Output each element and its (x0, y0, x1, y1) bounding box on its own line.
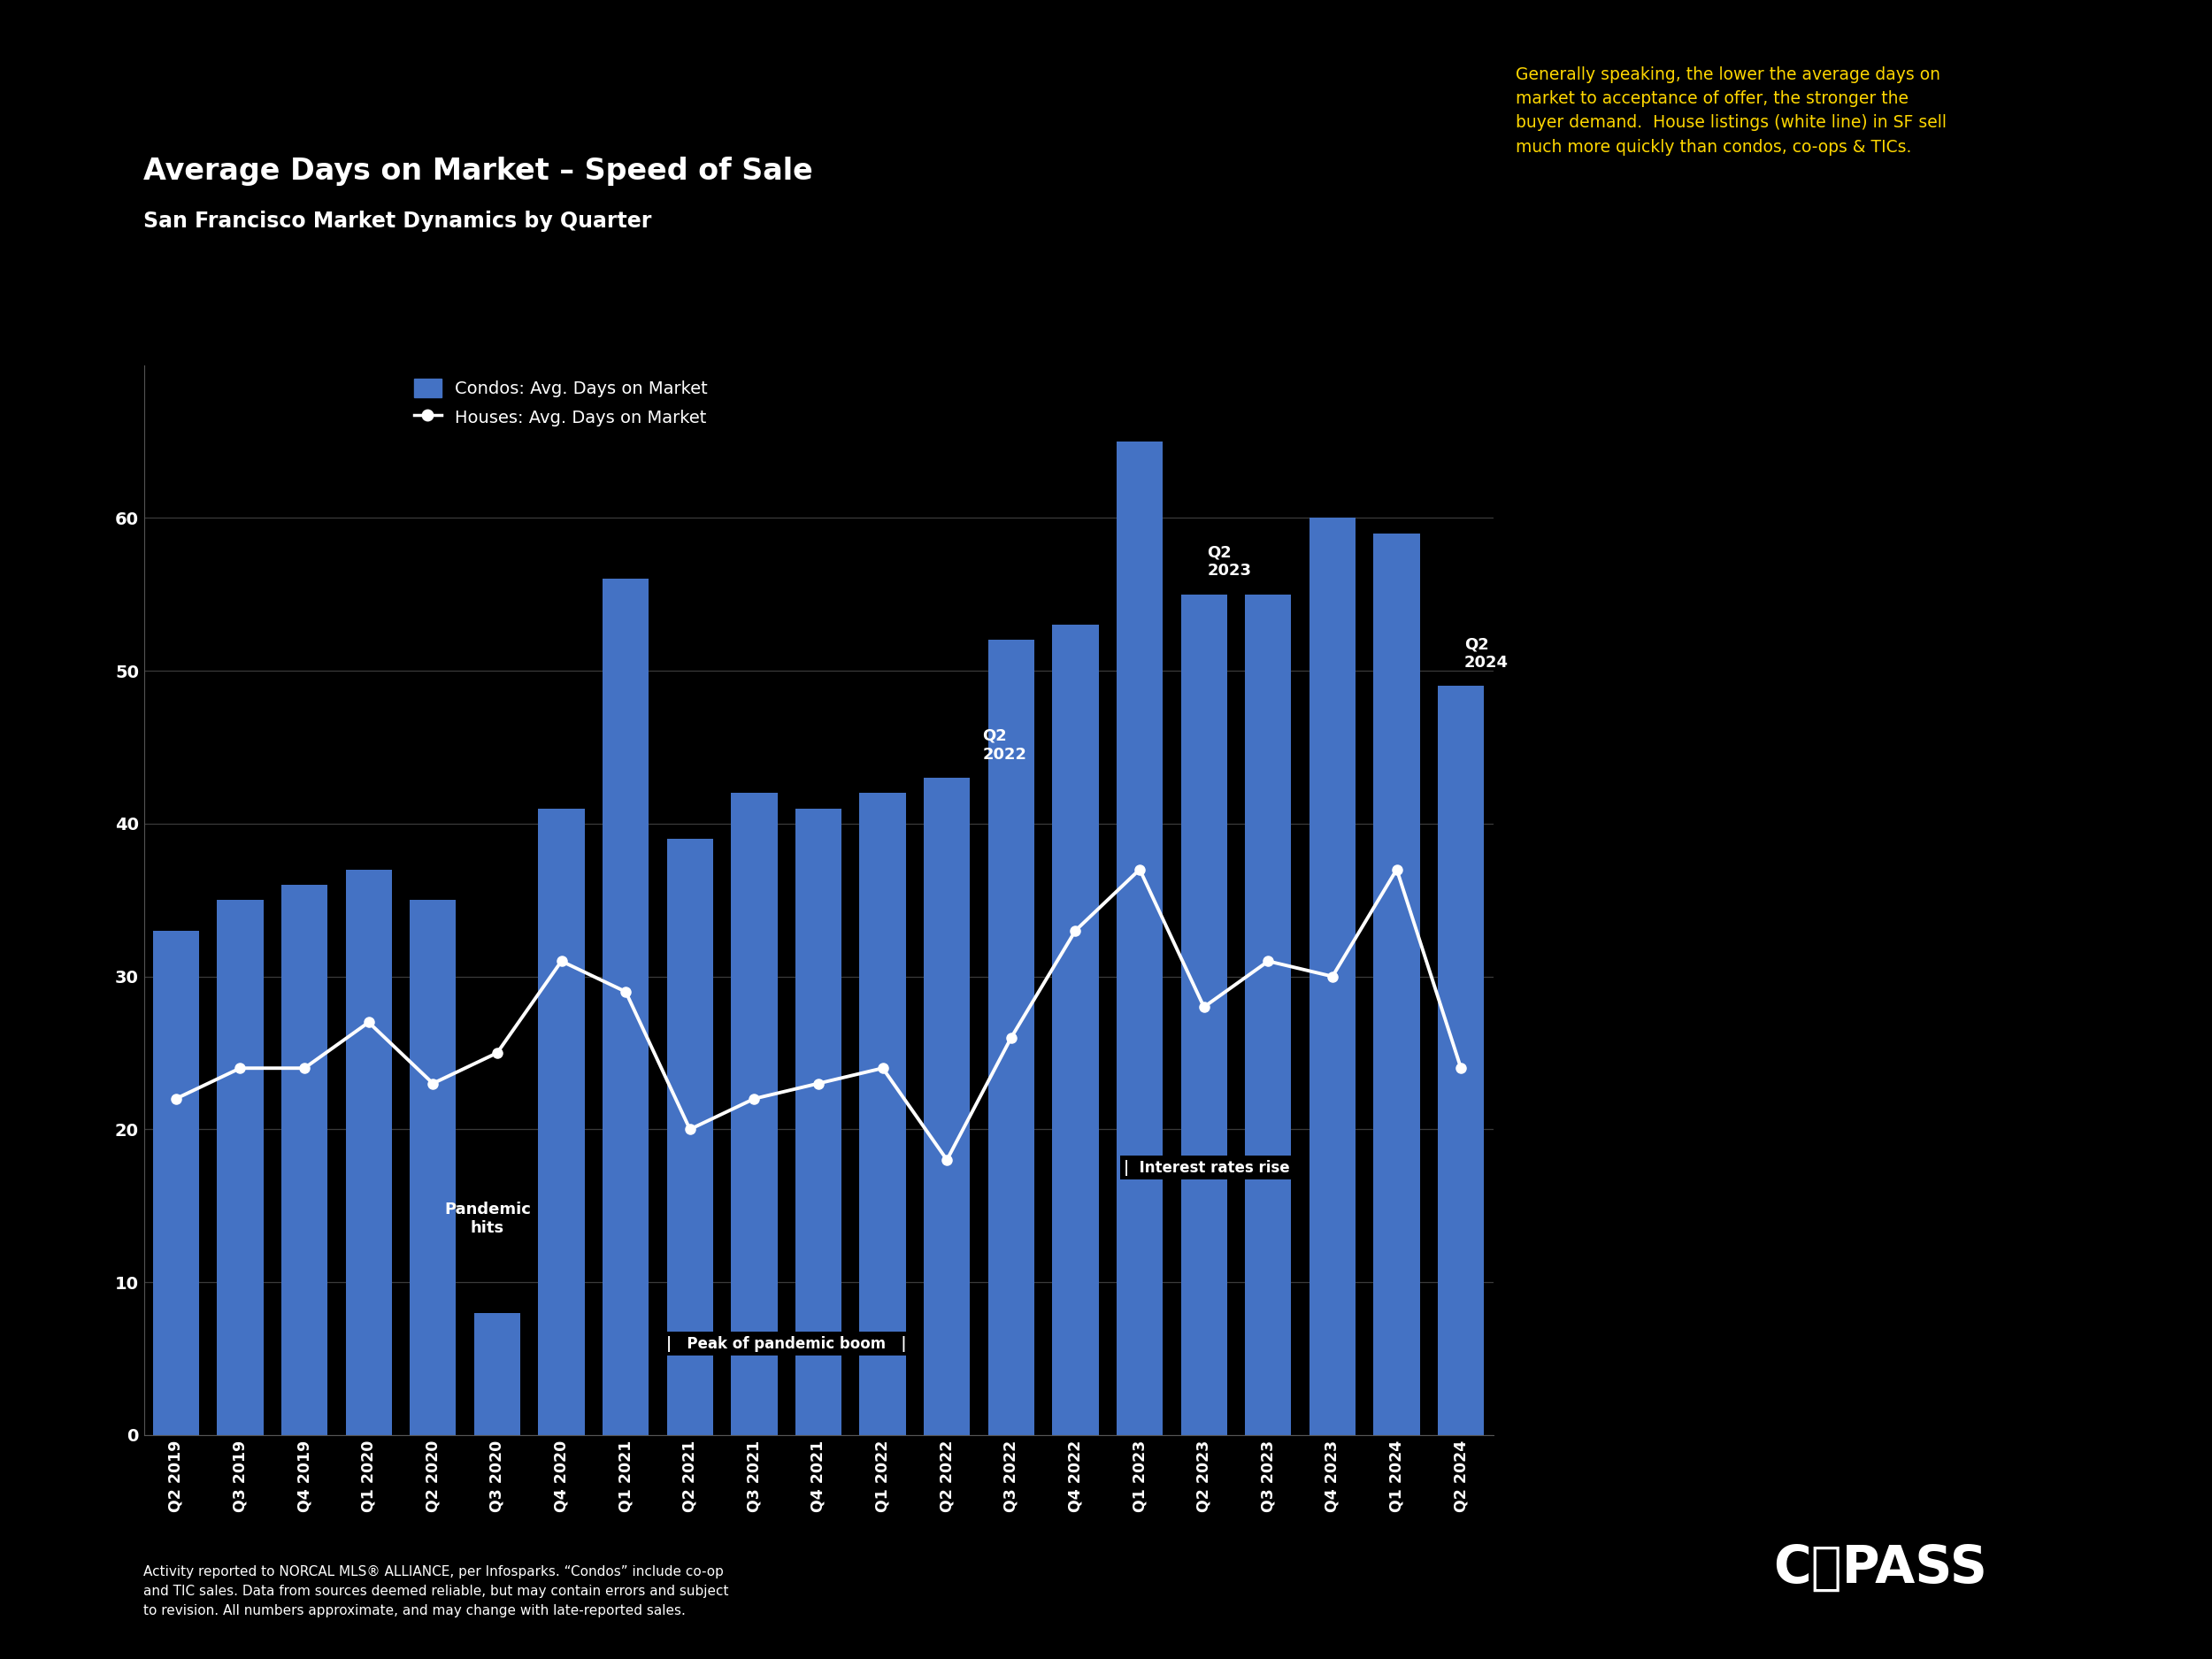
Text: CⓎPASS: CⓎPASS (1774, 1543, 1986, 1593)
Bar (1053, 625, 1099, 1435)
Bar (345, 869, 392, 1435)
Text: Q2
2023: Q2 2023 (1208, 544, 1252, 579)
Bar (1245, 594, 1292, 1435)
Bar (1374, 533, 1420, 1435)
Text: Q2
2022: Q2 2022 (982, 728, 1026, 763)
Bar (602, 579, 648, 1435)
Bar (1181, 594, 1228, 1435)
Bar (925, 778, 971, 1435)
Bar (473, 1312, 520, 1435)
Bar (666, 839, 712, 1435)
Text: |   Peak of pandemic boom   |: | Peak of pandemic boom | (666, 1335, 907, 1352)
Bar (1117, 441, 1164, 1435)
Bar (281, 884, 327, 1435)
Bar (538, 808, 584, 1435)
Bar (796, 808, 841, 1435)
Text: Activity reported to NORCAL MLS® ALLIANCE, per Infosparks. “Condos” include co-o: Activity reported to NORCAL MLS® ALLIANC… (144, 1564, 730, 1618)
Text: San Francisco Market Dynamics by Quarter: San Francisco Market Dynamics by Quarter (144, 211, 653, 232)
Text: Generally speaking, the lower the average days on
market to acceptance of offer,: Generally speaking, the lower the averag… (1515, 66, 1947, 156)
Legend: Condos: Avg. Days on Market, Houses: Avg. Days on Market: Condos: Avg. Days on Market, Houses: Avg… (409, 373, 712, 431)
Text: Average Days on Market – Speed of Sale: Average Days on Market – Speed of Sale (144, 156, 814, 186)
Bar (860, 793, 907, 1435)
Text: Pandemic
hits: Pandemic hits (445, 1203, 531, 1236)
Bar (153, 931, 199, 1435)
Bar (989, 640, 1035, 1435)
Bar (409, 899, 456, 1435)
Text: |  Interest rates rise: | Interest rates rise (1124, 1160, 1290, 1176)
Bar (730, 793, 776, 1435)
Text: Q2
2024: Q2 2024 (1464, 637, 1509, 670)
Bar (1438, 687, 1484, 1435)
Bar (217, 899, 263, 1435)
Bar (1310, 518, 1356, 1435)
